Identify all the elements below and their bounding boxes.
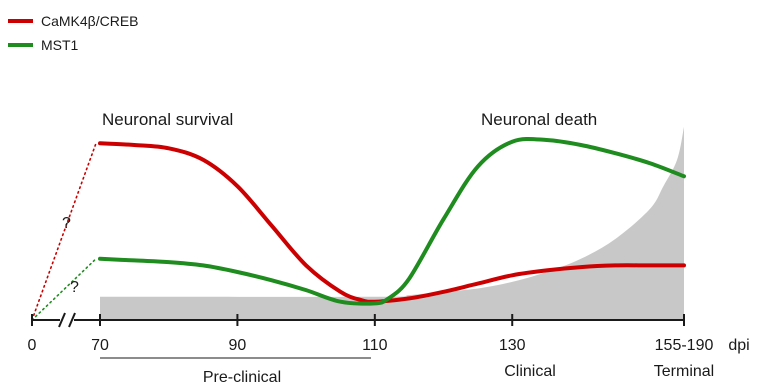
x-tick-label: 0 — [28, 337, 37, 354]
stage-label-terminal: Terminal — [654, 363, 714, 380]
x-tick-label: 110 — [362, 337, 388, 354]
x-tick-label: 90 — [229, 337, 247, 354]
unknown-marker-mst1: ? — [70, 279, 79, 296]
stage-label-clinical: Clinical — [504, 363, 556, 380]
x-axis: 0 70 90 110 130 155-190 — [28, 312, 714, 354]
legend-label-mst1: MST1 — [41, 37, 79, 53]
plot-area — [31, 126, 686, 321]
series-extrapolation-camk4 — [31, 142, 97, 321]
series-line-mst1 — [98, 136, 686, 306]
stage-label-preclinical: Pre-clinical — [203, 369, 281, 386]
legend-label-camk4: CaMK4β/CREB — [41, 13, 139, 29]
axis-break-mark — [68, 312, 76, 328]
legend: CaMK4β/CREB MST1 — [8, 13, 139, 53]
x-tick-label: 155-190 — [655, 337, 714, 354]
x-tick-label: 130 — [499, 337, 526, 354]
unknown-marker-camk4: ? — [62, 215, 71, 232]
x-axis-unit-label: dpi — [728, 337, 749, 354]
disease-progression-shaded-area — [100, 126, 684, 319]
series-extrapolation-mst1 — [31, 257, 97, 321]
x-tick-label: 70 — [91, 337, 109, 354]
axis-break-mark — [58, 312, 66, 328]
annotation-neuronal-death: Neuronal death — [481, 110, 597, 129]
annotation-neuronal-survival: Neuronal survival — [102, 110, 233, 129]
